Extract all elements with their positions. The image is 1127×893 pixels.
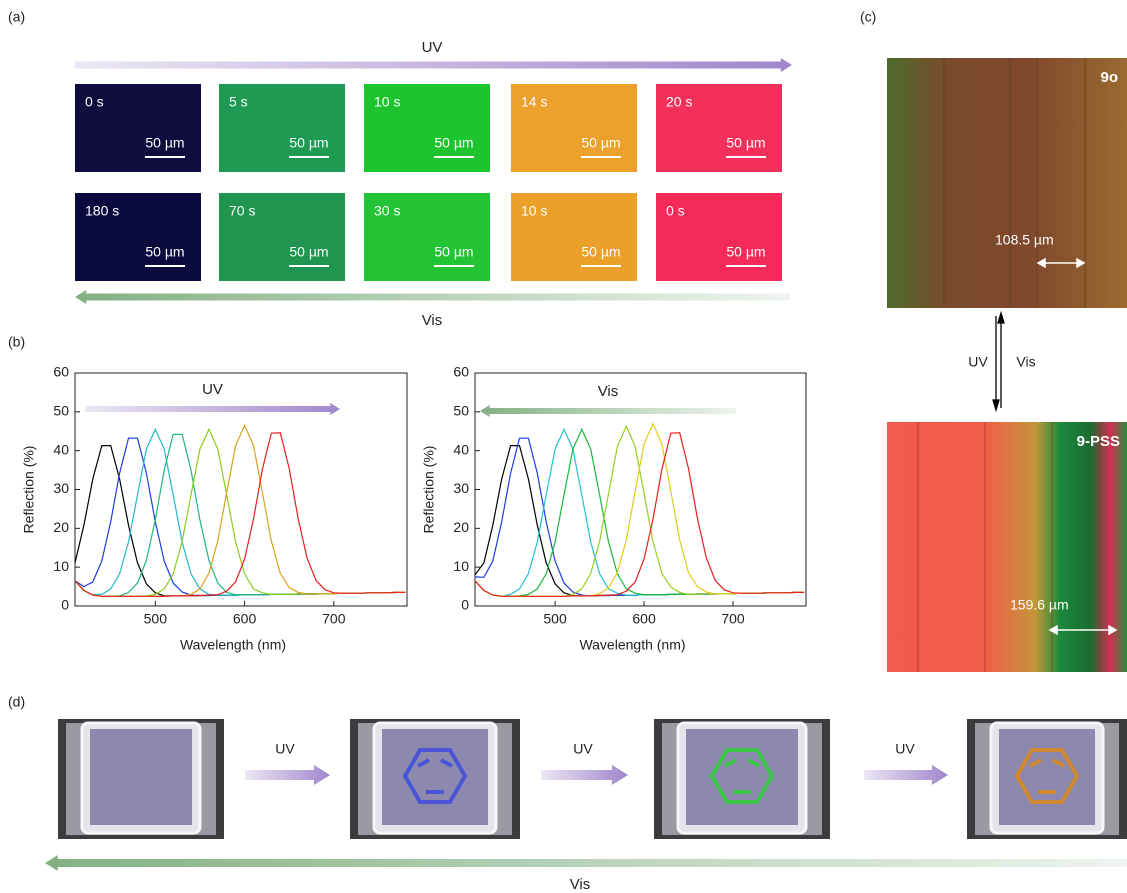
- y-tick-label: 40: [53, 441, 69, 457]
- plot: [75, 425, 405, 596]
- sample: [999, 729, 1095, 825]
- y-tick-label: 40: [453, 441, 469, 457]
- y-tick-label: 30: [53, 480, 69, 496]
- time-label: 0 s: [85, 94, 104, 110]
- panel-label: (c): [860, 9, 876, 25]
- y-tick-label: 30: [453, 480, 469, 496]
- y-tick-label: 60: [453, 364, 469, 380]
- annotation: UV: [202, 381, 223, 398]
- plot: [475, 424, 804, 596]
- y-tick-label: 10: [53, 558, 69, 574]
- y-tick-label: 0: [61, 597, 69, 613]
- panel-label: (a): [8, 9, 25, 25]
- y-tick-label: 50: [453, 403, 469, 419]
- image-label: 9-PSS: [1077, 433, 1120, 450]
- time-label: 14 s: [521, 94, 547, 110]
- time-label: 70 s: [229, 203, 255, 219]
- arrow-label: UV: [275, 741, 295, 757]
- arrow-label: UV: [968, 354, 988, 370]
- arrow: [541, 765, 628, 785]
- spectrum-line: [75, 433, 405, 597]
- time-label: 30 s: [374, 203, 400, 219]
- scale-label: 50 µm: [434, 135, 473, 151]
- x-tick-label: 500: [144, 611, 168, 627]
- arrow-label: Vis: [570, 876, 591, 893]
- time-label: 20 s: [666, 94, 692, 110]
- figure: (a) (b) (c) (d) UV Vis 0 s 50 µm 5 s 50 µm 1…: [0, 0, 1127, 893]
- arrow-label: UV: [422, 39, 443, 56]
- y-tick-label: 20: [453, 519, 469, 535]
- scale-label: 159.6 µm: [1010, 597, 1069, 613]
- x-tick-label: 500: [543, 611, 567, 627]
- time-label: 5 s: [229, 94, 248, 110]
- arrow: [85, 403, 340, 415]
- arrow: [480, 405, 736, 417]
- arrow: [75, 58, 792, 72]
- arrow: [864, 765, 948, 785]
- x-tick-label: 700: [322, 611, 346, 627]
- image-label: 9o: [1100, 69, 1118, 86]
- x-tick-label: 600: [632, 611, 656, 627]
- arrow-label: UV: [573, 741, 593, 757]
- scale-label: 50 µm: [289, 135, 328, 151]
- time-label: 10 s: [374, 94, 400, 110]
- x-axis-label: Wavelength (nm): [180, 637, 286, 653]
- panel-label: (b): [8, 334, 25, 350]
- panel-label: (d): [8, 694, 25, 710]
- scale-label: 50 µm: [726, 135, 765, 151]
- scale-label: 50 µm: [581, 244, 620, 260]
- scale-label: 50 µm: [726, 244, 765, 260]
- arrow: [75, 290, 790, 304]
- annotation: Vis: [598, 383, 619, 400]
- arrow: [45, 855, 1127, 871]
- micrograph: [887, 58, 1127, 308]
- y-tick-label: 50: [53, 403, 69, 419]
- x-axis-label: Wavelength (nm): [579, 637, 685, 653]
- time-label: 180 s: [85, 203, 119, 219]
- y-tick-label: 60: [53, 364, 69, 380]
- x-tick-label: 600: [233, 611, 257, 627]
- y-axis-label: Reflection (%): [21, 446, 37, 534]
- scale-label: 50 µm: [145, 135, 184, 151]
- y-tick-label: 0: [461, 597, 469, 613]
- sample: [686, 729, 798, 825]
- arrow-label: Vis: [422, 312, 443, 329]
- arrow-label: Vis: [1016, 354, 1035, 370]
- time-label: 0 s: [666, 203, 685, 219]
- sample: [382, 729, 488, 825]
- scale-label: 50 µm: [289, 244, 328, 260]
- spectrum-line: [75, 446, 405, 596]
- sample: [90, 729, 192, 825]
- scale-label: 50 µm: [145, 244, 184, 260]
- scale-label: 50 µm: [434, 244, 473, 260]
- y-axis-label: Reflection (%): [421, 446, 437, 534]
- scale-label: 108.5 µm: [995, 232, 1054, 248]
- plot-frame: [475, 373, 806, 606]
- x-tick-label: 700: [721, 611, 745, 627]
- spectrum-line: [475, 433, 804, 597]
- arrow: [245, 765, 330, 785]
- time-label: 10 s: [521, 203, 547, 219]
- scale-label: 50 µm: [581, 135, 620, 151]
- arrow-label: UV: [895, 741, 915, 757]
- y-tick-label: 20: [53, 519, 69, 535]
- y-tick-label: 10: [453, 558, 469, 574]
- micrograph: [887, 422, 1127, 672]
